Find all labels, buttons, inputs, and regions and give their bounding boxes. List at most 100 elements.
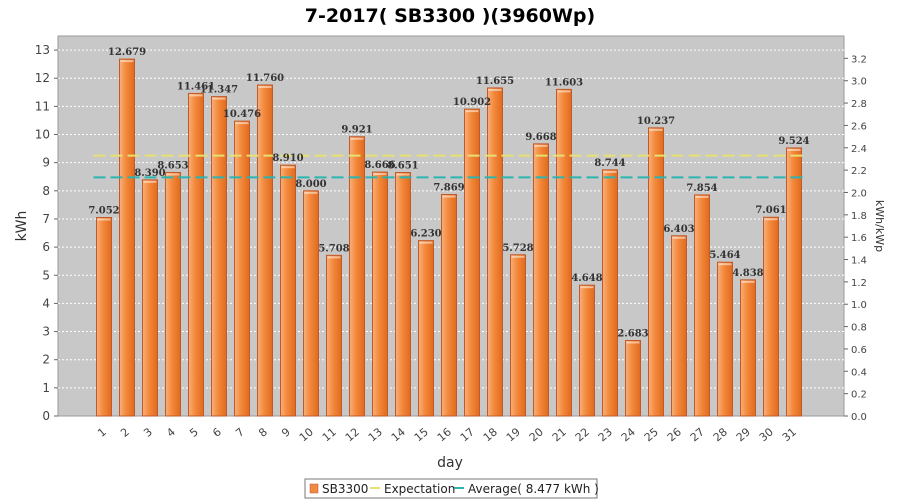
bar: [418, 240, 434, 417]
bar-highlight: [442, 195, 456, 198]
bar: [165, 171, 181, 417]
bar: [326, 254, 342, 417]
x-tick-label: 23: [596, 425, 615, 444]
data-label: 8.653: [157, 160, 188, 171]
data-label: 11.347: [200, 85, 238, 96]
bar: [694, 194, 710, 417]
bar: [763, 216, 779, 417]
y-tick-label: 9: [42, 156, 50, 170]
y-tick-label: 11: [35, 99, 50, 113]
bar: [533, 143, 549, 417]
bar-highlight: [120, 60, 134, 63]
x-tick-label: 10: [297, 425, 316, 444]
x-tick-label: 7: [233, 425, 247, 439]
data-label: 11.603: [545, 77, 583, 88]
data-label: 8.000: [295, 179, 326, 190]
bar-highlight: [258, 85, 272, 88]
data-label: 5.708: [318, 243, 349, 254]
bar: [211, 96, 227, 417]
bar-highlight: [603, 170, 617, 173]
bar: [648, 127, 664, 417]
bar-highlight: [511, 255, 525, 258]
x-tick-label: 5: [187, 425, 201, 439]
bar-highlight: [764, 218, 778, 221]
data-label: 6.403: [663, 224, 694, 235]
x-tick-label: 8: [256, 425, 270, 439]
x-axis-ticks: 1 2 3 4 5 6 7 8 9 10 11 12 13 14 15 16 17 18 19 20 21 22 23 24 2…: [95, 425, 799, 444]
data-label: 10.902: [453, 97, 491, 108]
y2-tick-label: 0.8: [851, 323, 867, 334]
bar-highlight: [580, 286, 594, 289]
y2-tick-label: 0.4: [851, 367, 867, 378]
data-label: 2.683: [617, 328, 648, 339]
data-label: 5.728: [502, 243, 533, 254]
bar: [671, 235, 687, 417]
y-tick-label: 5: [42, 268, 50, 282]
data-label: 12.679: [108, 47, 146, 58]
bar: [234, 120, 250, 417]
bar: [119, 58, 135, 417]
x-tick-label: 16: [435, 425, 454, 444]
bars: [96, 58, 802, 417]
x-tick-label: 4: [164, 425, 178, 439]
x-tick-label: 13: [366, 425, 385, 444]
y2-tick-label: 1.6: [851, 233, 867, 244]
bar: [602, 169, 618, 417]
data-label: 9.921: [341, 125, 372, 136]
x-tick-label: 28: [711, 425, 730, 444]
bar: [257, 84, 273, 417]
bar: [487, 87, 503, 417]
bar: [464, 108, 480, 417]
y2-tick-label: 1.0: [851, 300, 867, 311]
data-label: 8.744: [594, 158, 625, 169]
data-label: 11.461: [177, 81, 215, 92]
bar-highlight: [281, 166, 295, 169]
bar-highlight: [626, 341, 640, 344]
bar-highlight: [534, 144, 548, 147]
data-label: 10.237: [637, 116, 675, 127]
x-tick-label: 9: [279, 425, 293, 439]
y2-tick-label: 2.2: [851, 166, 867, 177]
x-tick-label: 12: [343, 425, 362, 444]
bar: [625, 339, 641, 417]
data-label: 8.390: [134, 168, 165, 179]
bar-highlight: [465, 110, 479, 113]
y2-tick-label: 1.4: [851, 256, 867, 267]
x-tick-label: 6: [210, 425, 224, 439]
x-tick-label: 2: [118, 425, 132, 439]
data-label: 8.651: [387, 160, 418, 171]
data-label: 5.464: [709, 250, 740, 261]
bar: [510, 254, 526, 417]
y2-tick-label: 2.0: [851, 188, 867, 199]
x-tick-label: 26: [665, 425, 684, 444]
y-tick-label: 1: [42, 381, 50, 395]
y-tick-label: 10: [35, 128, 50, 142]
y2-axis-label: kWh/kWp: [873, 200, 886, 252]
bar-highlight: [373, 173, 387, 176]
y2-tick-label: 2.8: [851, 99, 867, 110]
bar-highlight: [166, 173, 180, 176]
bar-highlight: [649, 128, 663, 131]
bar: [142, 179, 158, 417]
bar-highlight: [304, 191, 318, 194]
x-tick-label: 15: [412, 425, 431, 444]
legend: SB3300 Expectation Average( 8.477 kWh ): [304, 478, 599, 499]
y2-tick-label: 1.8: [851, 211, 867, 222]
y2-tick-label: 0.2: [851, 390, 867, 401]
x-tick-label: 29: [734, 425, 753, 444]
bar: [96, 216, 112, 417]
bar-highlight: [488, 88, 502, 91]
bar: [441, 194, 457, 417]
bar: [280, 164, 296, 417]
x-tick-label: 19: [504, 425, 523, 444]
bar: [717, 261, 733, 417]
x-tick-label: 11: [320, 425, 339, 444]
bar-highlight: [350, 137, 364, 140]
chart-title: 7-2017( SB3300 )(3960Wp): [305, 5, 595, 27]
data-label: 7.869: [433, 183, 464, 194]
y-tick-label: 2: [42, 353, 50, 367]
legend-swatch-sb3300: [309, 483, 319, 494]
